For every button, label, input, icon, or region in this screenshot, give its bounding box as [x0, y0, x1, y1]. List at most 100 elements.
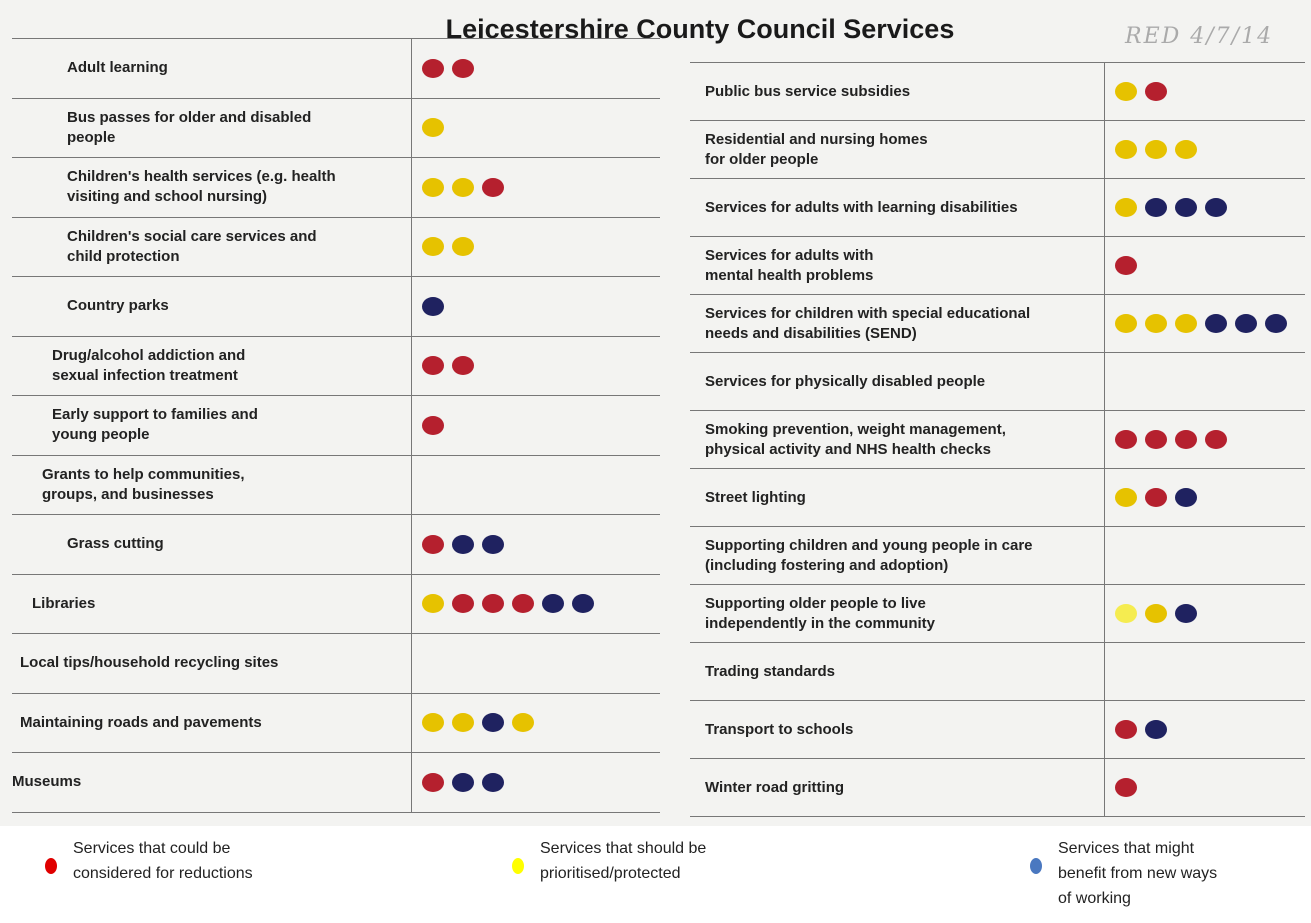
- table-row: Country parks: [12, 277, 660, 337]
- row-label: Public bus service subsidies: [690, 63, 1105, 120]
- dot: [512, 594, 534, 614]
- row-label: Supporting children and young people in …: [690, 527, 1105, 584]
- legend-dot: [1030, 858, 1042, 874]
- row-label: Residential and nursing homes for older …: [690, 121, 1105, 178]
- table-row: Public bus service subsidies: [690, 63, 1305, 121]
- dot: [1205, 198, 1227, 217]
- dot: [482, 534, 504, 554]
- legend-item: Services that might benefit from new way…: [1030, 836, 1217, 911]
- dot: [452, 713, 474, 733]
- row-label: Trading standards: [690, 643, 1105, 700]
- row-label: Grants to help communities, groups, and …: [12, 455, 412, 514]
- dot: [1145, 198, 1167, 217]
- legend-label: Services that might benefit from new way…: [1058, 840, 1218, 907]
- dot-cell: [412, 456, 422, 515]
- dot: [1115, 488, 1137, 507]
- legend-dot: [512, 858, 524, 874]
- dot-cell: [412, 396, 444, 455]
- dot: [512, 713, 534, 733]
- dot-cell: [1105, 701, 1167, 758]
- dot-cell: [412, 634, 422, 693]
- row-label: Libraries: [12, 574, 412, 633]
- table-row: Winter road gritting: [690, 759, 1305, 817]
- table-row: Street lighting: [690, 469, 1305, 527]
- row-label: Local tips/household recycling sites: [12, 634, 412, 693]
- dot: [422, 594, 444, 614]
- table-row: Residential and nursing homes for older …: [690, 121, 1305, 179]
- dot: [1115, 430, 1137, 449]
- dot: [1145, 488, 1167, 507]
- dot: [1115, 198, 1137, 217]
- table-row: Grass cutting: [12, 515, 660, 575]
- row-label: Adult learning: [12, 39, 412, 98]
- table-row: Services for adults with mental health p…: [690, 237, 1305, 295]
- legend-item: Services that could be considered for re…: [45, 836, 253, 886]
- dot: [1175, 314, 1197, 333]
- dot: [1145, 82, 1167, 101]
- dot-cell: [1105, 237, 1137, 294]
- dot-cell: [1105, 63, 1167, 120]
- row-label: Bus passes for older and disabled people: [12, 98, 412, 157]
- table-row: Supporting children and young people in …: [690, 527, 1305, 585]
- row-label: Early support to families and young peop…: [12, 396, 412, 455]
- dot: [482, 772, 504, 792]
- dot-cell: [412, 575, 594, 634]
- table-row: Grants to help communities, groups, and …: [12, 455, 660, 515]
- dot: [1175, 430, 1197, 449]
- dot-cell: [1105, 585, 1197, 642]
- row-label: Drug/alcohol addiction and sexual infect…: [12, 336, 412, 395]
- dot: [452, 58, 474, 78]
- legend-label: Services that could be considered for re…: [73, 840, 253, 882]
- dot: [1115, 256, 1137, 275]
- dot: [1205, 430, 1227, 449]
- dot: [422, 177, 444, 197]
- dot: [1115, 720, 1137, 739]
- dot: [452, 772, 474, 792]
- dot: [1235, 314, 1257, 333]
- legend-label: Services that should be prioritised/prot…: [540, 840, 707, 882]
- dot-cell: [1105, 353, 1115, 410]
- dot: [422, 415, 444, 435]
- dot: [1175, 198, 1197, 217]
- annotation: RED 4/7/14: [1125, 24, 1274, 49]
- dot-cell: [412, 694, 534, 753]
- dot: [422, 713, 444, 733]
- dot-cell: [1105, 469, 1197, 526]
- dot-cell: [412, 39, 474, 98]
- dot: [452, 594, 474, 614]
- table-row: Services for physically disabled people: [690, 353, 1305, 411]
- dot: [1265, 314, 1287, 333]
- dot: [1175, 140, 1197, 159]
- dot: [422, 296, 444, 316]
- row-label: Supporting older people to live independ…: [690, 585, 1105, 642]
- dot-cell: [412, 515, 504, 574]
- dot: [422, 237, 444, 257]
- table-row: Transport to schools: [690, 701, 1305, 759]
- legend-item: Services that should be prioritised/prot…: [512, 836, 706, 886]
- poster: Leicestershire County Council Services R…: [0, 0, 1311, 826]
- dot-cell: [1105, 643, 1115, 700]
- row-label: Services for children with special educa…: [690, 295, 1105, 352]
- row-label: Children's social care services and chil…: [12, 217, 412, 276]
- table-row: Libraries: [12, 574, 660, 634]
- dot: [452, 356, 474, 376]
- dot: [1175, 488, 1197, 507]
- table-row: Services for adults with learning disabi…: [690, 179, 1305, 237]
- dot: [1115, 778, 1137, 797]
- dot-cell: [1105, 179, 1227, 236]
- row-label: Transport to schools: [690, 701, 1105, 758]
- dot-cell: [1105, 121, 1197, 178]
- table-row: Local tips/household recycling sites: [12, 634, 660, 694]
- row-label: Winter road gritting: [690, 759, 1105, 816]
- dot: [1175, 604, 1197, 623]
- dot: [1145, 604, 1167, 623]
- dot-cell: [1105, 527, 1115, 584]
- row-label: Services for adults with mental health p…: [690, 237, 1105, 294]
- dot: [542, 594, 564, 614]
- dot: [422, 356, 444, 376]
- table-row: Adult learning: [12, 39, 660, 99]
- dot: [422, 118, 444, 138]
- table-row: Children's social care services and chil…: [12, 217, 660, 277]
- dot: [452, 534, 474, 554]
